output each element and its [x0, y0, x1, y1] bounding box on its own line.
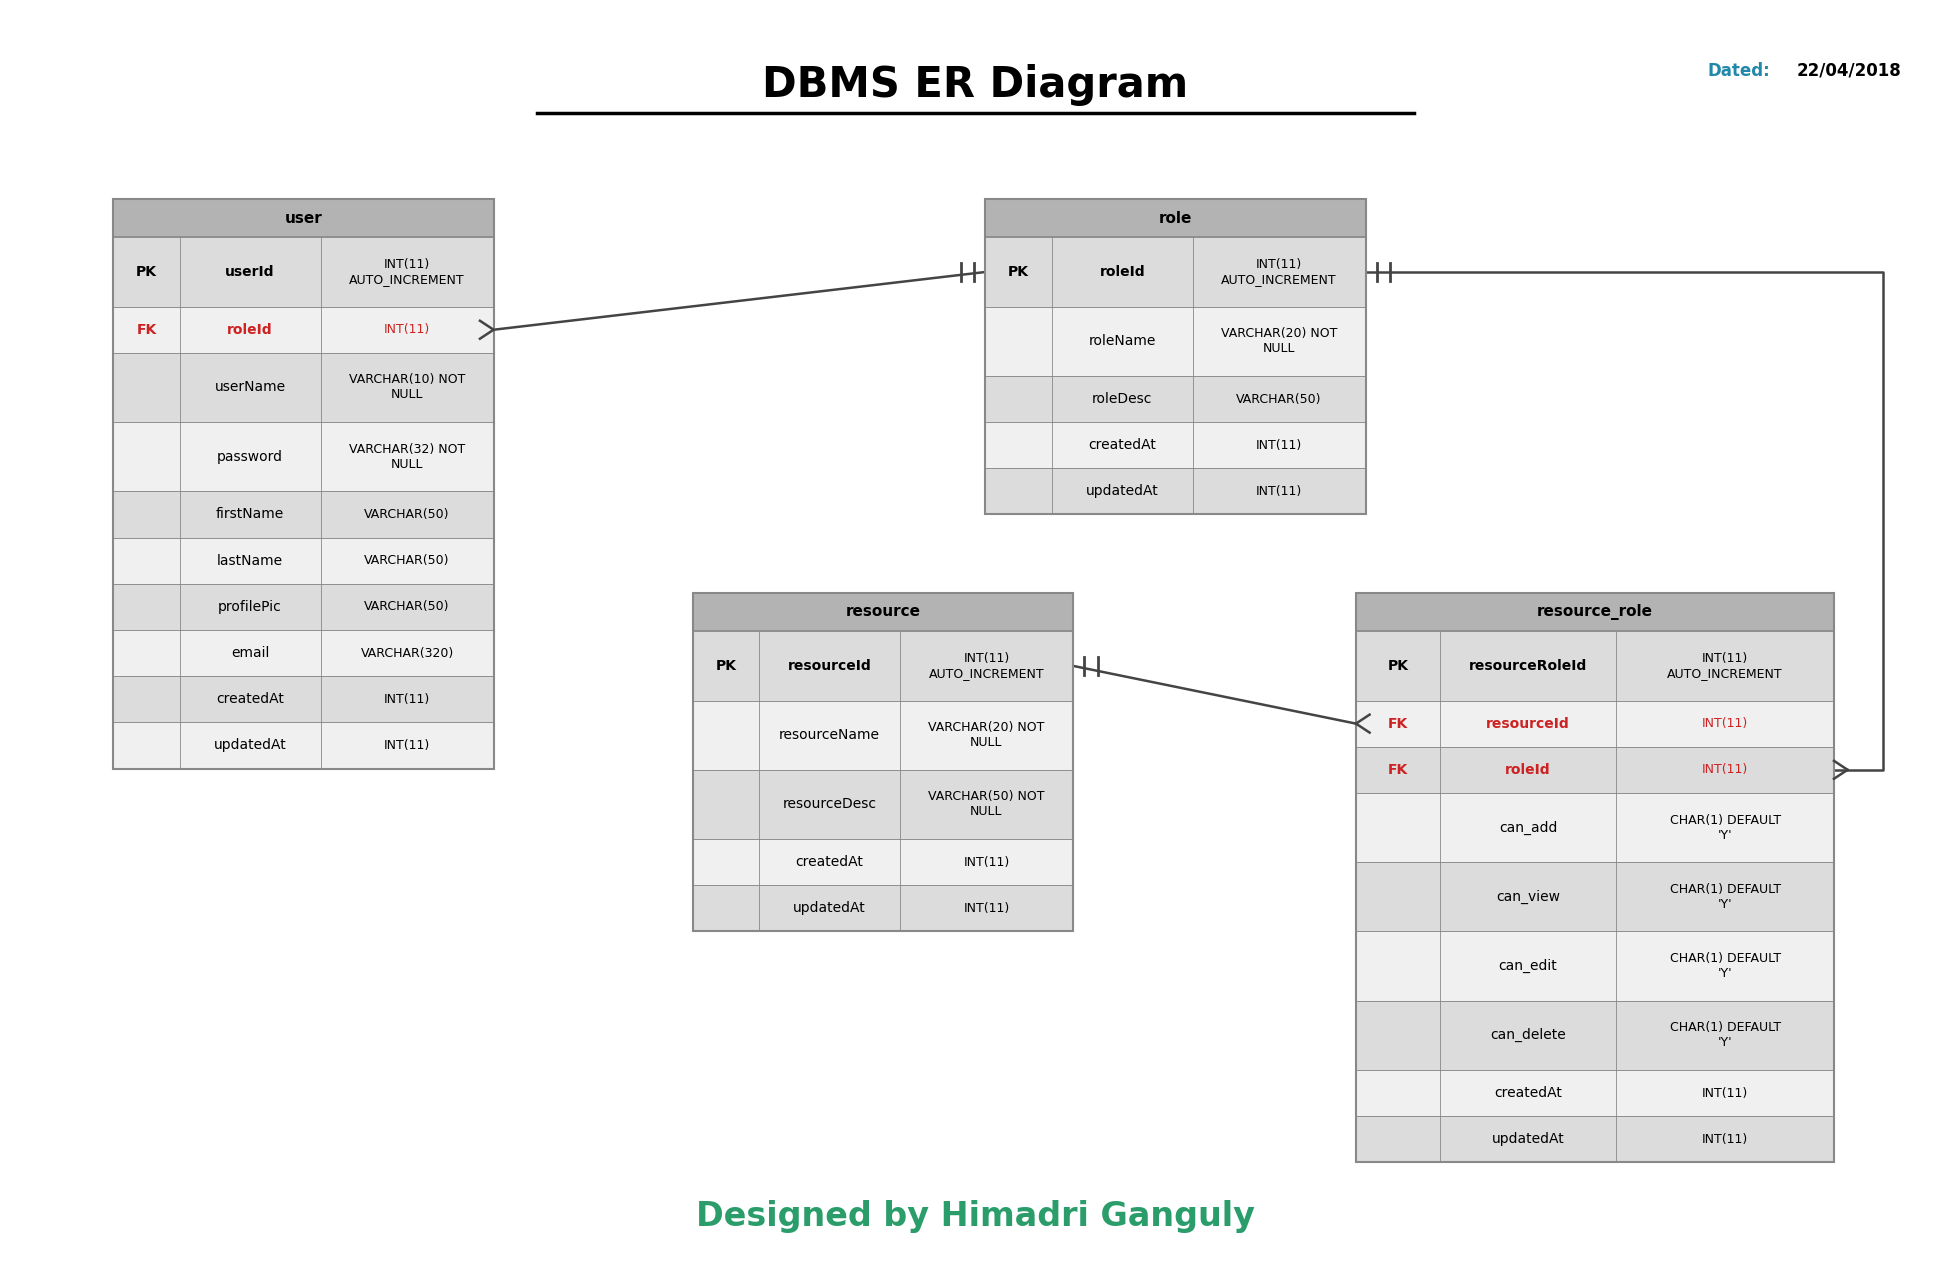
- Text: updatedAt: updatedAt: [215, 739, 287, 752]
- Text: firstName: firstName: [217, 508, 285, 521]
- Text: createdAt: createdAt: [1089, 439, 1157, 452]
- Bar: [1356, 1001, 1834, 1070]
- Text: INT(11)
AUTO_INCREMENT: INT(11) AUTO_INCREMENT: [349, 258, 464, 286]
- Text: can_delete: can_delete: [1491, 1028, 1567, 1043]
- Text: can_add: can_add: [1498, 820, 1557, 835]
- Bar: [1356, 793, 1834, 862]
- Bar: [113, 199, 494, 237]
- Text: roleDesc: roleDesc: [1093, 393, 1153, 405]
- Bar: [113, 584, 494, 630]
- Text: VARCHAR(32) NOT
NULL: VARCHAR(32) NOT NULL: [349, 443, 464, 471]
- Text: createdAt: createdAt: [796, 856, 864, 869]
- Bar: [693, 839, 1073, 885]
- Text: can_view: can_view: [1496, 889, 1561, 905]
- Text: VARCHAR(50): VARCHAR(50): [365, 554, 451, 567]
- Text: PK: PK: [716, 659, 736, 672]
- Text: VARCHAR(20) NOT
NULL: VARCHAR(20) NOT NULL: [929, 721, 1044, 749]
- Text: userId: userId: [226, 266, 275, 278]
- Text: FK: FK: [1387, 763, 1409, 776]
- Text: updatedAt: updatedAt: [1493, 1133, 1565, 1146]
- Text: user: user: [285, 210, 322, 226]
- Text: 22/04/2018: 22/04/2018: [1797, 62, 1902, 80]
- Bar: [113, 491, 494, 538]
- Bar: [113, 237, 494, 307]
- Text: INT(11): INT(11): [384, 739, 429, 752]
- Text: resourceDesc: resourceDesc: [782, 798, 876, 811]
- Text: INT(11): INT(11): [964, 856, 1009, 869]
- Text: Designed by Himadri Ganguly: Designed by Himadri Ganguly: [697, 1200, 1254, 1233]
- Text: resource_role: resource_role: [1537, 604, 1652, 620]
- Bar: [693, 631, 1073, 701]
- Bar: [113, 422, 494, 491]
- Bar: [693, 770, 1073, 839]
- Bar: [113, 307, 494, 353]
- Text: password: password: [217, 450, 283, 463]
- Text: CHAR(1) DEFAULT
'Y': CHAR(1) DEFAULT 'Y': [1670, 883, 1781, 911]
- Text: resourceId: resourceId: [788, 659, 872, 672]
- Text: FK: FK: [137, 323, 156, 336]
- Text: INT(11): INT(11): [384, 323, 429, 336]
- Text: INT(11): INT(11): [1701, 1133, 1748, 1146]
- Text: INT(11): INT(11): [1256, 485, 1301, 498]
- Bar: [1356, 862, 1834, 931]
- Bar: [1356, 701, 1834, 747]
- Text: PK: PK: [137, 266, 156, 278]
- Text: INT(11): INT(11): [1256, 439, 1301, 452]
- Text: DBMS ER Diagram: DBMS ER Diagram: [763, 64, 1188, 105]
- Text: CHAR(1) DEFAULT
'Y': CHAR(1) DEFAULT 'Y': [1670, 1021, 1781, 1049]
- Text: INT(11)
AUTO_INCREMENT: INT(11) AUTO_INCREMENT: [1221, 258, 1336, 286]
- Bar: [693, 593, 1073, 931]
- Text: can_edit: can_edit: [1498, 958, 1557, 974]
- Bar: [985, 468, 1366, 514]
- Bar: [113, 676, 494, 722]
- Text: INT(11): INT(11): [964, 902, 1009, 915]
- Text: PK: PK: [1387, 659, 1409, 672]
- Text: resource: resource: [845, 604, 921, 620]
- Text: userName: userName: [215, 381, 285, 394]
- Bar: [113, 538, 494, 584]
- Text: VARCHAR(50) NOT
NULL: VARCHAR(50) NOT NULL: [929, 790, 1044, 819]
- Text: lastName: lastName: [217, 554, 283, 567]
- Bar: [113, 199, 494, 769]
- Text: INT(11): INT(11): [1701, 1087, 1748, 1100]
- Bar: [693, 701, 1073, 770]
- Text: roleName: roleName: [1089, 335, 1155, 348]
- Bar: [693, 885, 1073, 931]
- Text: role: role: [1159, 210, 1192, 226]
- Bar: [985, 376, 1366, 422]
- Text: createdAt: createdAt: [217, 693, 285, 706]
- Text: profilePic: profilePic: [219, 600, 283, 613]
- Text: roleId: roleId: [1506, 763, 1551, 776]
- Text: PK: PK: [1009, 266, 1028, 278]
- Bar: [1356, 593, 1834, 1162]
- Bar: [1356, 593, 1834, 631]
- Bar: [985, 237, 1366, 307]
- Text: INT(11)
AUTO_INCREMENT: INT(11) AUTO_INCREMENT: [1668, 652, 1783, 680]
- Text: VARCHAR(320): VARCHAR(320): [361, 647, 455, 659]
- Bar: [985, 199, 1366, 237]
- Bar: [1356, 1116, 1834, 1162]
- Text: INT(11): INT(11): [1701, 717, 1748, 730]
- Text: resourceRoleId: resourceRoleId: [1469, 659, 1588, 672]
- Text: CHAR(1) DEFAULT
'Y': CHAR(1) DEFAULT 'Y': [1670, 813, 1781, 842]
- Text: Dated:: Dated:: [1707, 62, 1770, 80]
- Bar: [1356, 1070, 1834, 1116]
- Text: INT(11)
AUTO_INCREMENT: INT(11) AUTO_INCREMENT: [929, 652, 1044, 680]
- Text: updatedAt: updatedAt: [1087, 485, 1159, 498]
- Bar: [1356, 931, 1834, 1001]
- Text: email: email: [230, 647, 269, 659]
- Bar: [985, 199, 1366, 514]
- Text: CHAR(1) DEFAULT
'Y': CHAR(1) DEFAULT 'Y': [1670, 952, 1781, 980]
- Bar: [693, 593, 1073, 631]
- Bar: [1356, 747, 1834, 793]
- Bar: [1356, 631, 1834, 701]
- Text: FK: FK: [1387, 717, 1409, 730]
- Text: VARCHAR(20) NOT
NULL: VARCHAR(20) NOT NULL: [1221, 327, 1336, 355]
- Bar: [113, 353, 494, 422]
- Text: roleId: roleId: [228, 323, 273, 336]
- Text: VARCHAR(50): VARCHAR(50): [365, 600, 451, 613]
- Text: updatedAt: updatedAt: [794, 902, 866, 915]
- Text: VARCHAR(50): VARCHAR(50): [365, 508, 451, 521]
- Text: roleId: roleId: [1100, 266, 1145, 278]
- Text: resourceName: resourceName: [778, 729, 880, 742]
